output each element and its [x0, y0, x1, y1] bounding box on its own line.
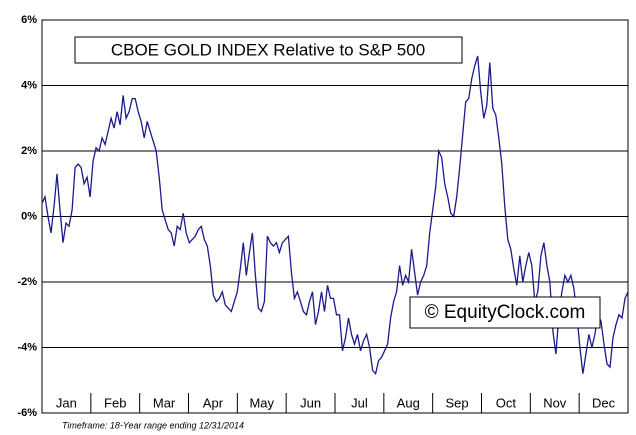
- x-tick-label: Dec: [592, 395, 616, 410]
- x-tick-label: Nov: [543, 395, 567, 410]
- y-tick-label: 0%: [21, 210, 37, 222]
- title-box: [74, 36, 463, 64]
- x-tick-label: Sep: [446, 395, 469, 410]
- y-tick-label: 4%: [21, 79, 37, 91]
- x-tick-label: Jun: [300, 395, 321, 410]
- y-tick-label: -2%: [17, 276, 37, 288]
- series-line: [41, 55, 629, 376]
- watermark-box: [409, 296, 601, 329]
- footnote: Timeframe: 18-Year range ending 12/31/20…: [62, 420, 244, 430]
- y-tick-label: -6%: [17, 407, 37, 419]
- chart-title: CBOE GOLD INDEX Relative to S&P 500: [111, 40, 425, 59]
- x-tick-label: Jan: [56, 395, 77, 410]
- x-tick-label: Oct: [496, 395, 517, 410]
- marks: [41, 55, 629, 376]
- x-tick-label: Mar: [153, 395, 176, 410]
- x-tick-label: Aug: [397, 395, 420, 410]
- x-tick-label: May: [249, 395, 274, 410]
- y-tick-label: -4%: [17, 341, 37, 353]
- grid: [42, 19, 628, 414]
- y-tick-label: 2%: [21, 145, 37, 157]
- x-tick-label: Feb: [104, 395, 126, 410]
- x-tick-label: Jul: [351, 395, 368, 410]
- y-tick-label: 6%: [21, 14, 37, 26]
- watermark: © EquityClock.com: [425, 302, 586, 323]
- x-tick-label: Apr: [203, 395, 224, 410]
